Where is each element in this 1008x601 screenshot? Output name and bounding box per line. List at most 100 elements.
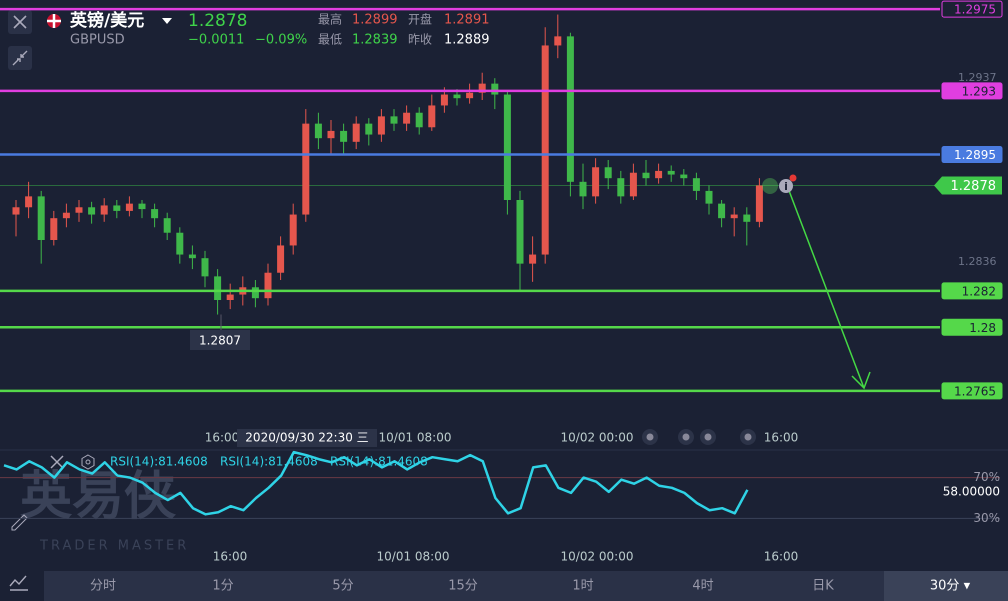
price-tick-label: 1.2937 [958, 71, 997, 84]
tab[interactable]: 1分 [212, 579, 233, 594]
candle-body [37, 196, 45, 240]
rsi-time-label: 16:00 [764, 550, 799, 564]
candle-body [705, 190, 713, 204]
tab[interactable]: 5分 [332, 579, 353, 594]
candle-body [428, 105, 436, 128]
level-label: 1.282 [962, 284, 996, 298]
candle-body [151, 209, 159, 219]
playback-dot [704, 433, 712, 441]
tab-active-bg[interactable] [884, 571, 1008, 601]
rsi-value-box [930, 483, 1006, 501]
candle-body [25, 196, 33, 208]
annotation-label: 1.2807 [199, 334, 241, 348]
level-label-box [941, 0, 1003, 18]
candle-body [503, 94, 511, 200]
tab[interactable]: 4时 [692, 579, 713, 594]
candle-body [125, 203, 133, 211]
candle-body [529, 254, 537, 264]
candle-body [730, 214, 738, 219]
crosshair-time: 2020/09/30 22:30 三 [245, 431, 368, 445]
symbol[interactable]: 英镑/美元 [70, 10, 144, 31]
tab[interactable]: 分时 [90, 579, 116, 594]
tab[interactable]: 30分 ▾ [930, 579, 971, 594]
level-label-box [941, 318, 1003, 336]
candle-body [75, 207, 83, 213]
level-label-box [941, 282, 1003, 300]
tab[interactable]: 1时 [572, 579, 593, 594]
rsi-legend: RSI(14):81.4608 [110, 455, 208, 469]
candle-body [176, 232, 184, 255]
candle-body [302, 123, 310, 215]
candle-body [138, 203, 146, 210]
candle-body [264, 272, 272, 299]
playback-dot [744, 433, 752, 441]
current-price-label: 1.2878 [951, 179, 997, 194]
candle-body [743, 214, 751, 222]
rsi-line [3, 450, 749, 516]
rsi-tick-label: 30% [973, 511, 1000, 525]
tab[interactable]: 15分 [448, 579, 478, 594]
candle-body [113, 205, 121, 211]
forecast-arrow [787, 187, 871, 390]
candle-body [188, 254, 196, 259]
level-label-box [941, 82, 1003, 100]
rsi-legend: RSI(14):81.4608 [220, 455, 318, 469]
rsi-settings[interactable] [81, 454, 95, 470]
candle-body [403, 112, 411, 124]
draw-tool-icon[interactable] [11, 514, 28, 531]
alert-dot [789, 174, 797, 182]
candle-body [12, 207, 20, 215]
rsi-close[interactable] [50, 455, 64, 469]
candle-body [62, 212, 70, 219]
high-label: 最高 [318, 12, 342, 27]
candle-body [579, 181, 587, 197]
level-label-box [941, 146, 1003, 164]
watermark-title: 英易侠 [20, 467, 176, 527]
prev-label: 昨收 [408, 33, 432, 47]
flag-cross [47, 14, 61, 28]
candle-body [201, 258, 209, 277]
candle-body [390, 116, 398, 124]
watermark-subtitle: TRADER MASTER [39, 539, 189, 554]
crosshair-time-box [237, 429, 377, 447]
candle-body [667, 170, 675, 175]
candle-body [491, 83, 499, 95]
tab[interactable]: 日K [812, 579, 834, 594]
candle-body [642, 172, 650, 179]
open-label: 开盘 [408, 12, 432, 27]
playback-dot [646, 433, 654, 441]
candle-body [655, 170, 663, 179]
price: 1.2878 [188, 11, 247, 31]
candle-body [352, 123, 360, 142]
info-marker-i: i [784, 180, 788, 193]
change: −0.0011 [188, 33, 244, 48]
symbol-dropdown[interactable] [162, 18, 172, 24]
high: 1.2899 [352, 13, 398, 28]
candle-body [617, 178, 625, 197]
candle-body [755, 185, 763, 222]
code: GBPUSD [70, 33, 125, 48]
low: 1.2839 [352, 33, 398, 48]
candle-body [604, 167, 612, 179]
time-label: 16:00 [764, 431, 799, 445]
rsi-time-label: 16:00 [213, 550, 248, 564]
level-label: 1.28 [969, 321, 996, 335]
info-marker[interactable] [779, 179, 793, 193]
time-label: 10/02 00:00 [561, 431, 634, 445]
candle-body [88, 207, 96, 215]
annotation-box [190, 330, 250, 350]
compress-button[interactable] [8, 46, 32, 70]
candle-body [100, 205, 108, 215]
candle-body [277, 245, 285, 273]
indicator-tool-icon[interactable] [9, 575, 28, 591]
candle-body [566, 36, 574, 182]
candle-body [251, 287, 259, 299]
rsi-value-label: 58.00000 [943, 485, 1000, 499]
candle-body [415, 112, 423, 128]
candle-body [163, 218, 171, 233]
candle-body [541, 45, 549, 255]
candle-body [554, 36, 562, 46]
last-point-glow [762, 178, 778, 194]
level-label: 1.293 [962, 84, 996, 98]
